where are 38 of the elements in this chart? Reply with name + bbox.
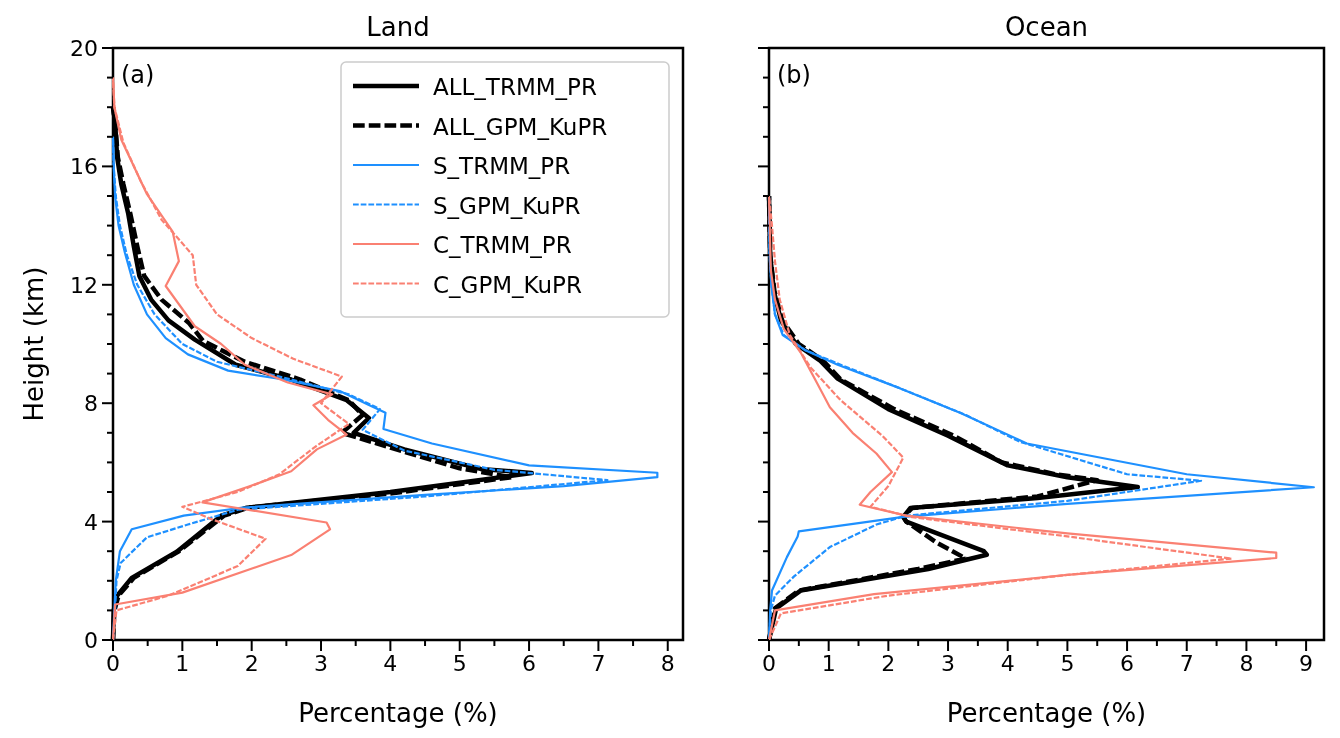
x-tick-label: 5 — [1060, 651, 1075, 676]
x-axis-title: Percentage (%) — [946, 698, 1147, 728]
y-tick-label: 0 — [84, 628, 98, 653]
x-tick-label: 3 — [314, 651, 329, 676]
x-tick-label: 7 — [1179, 651, 1194, 676]
x-tick-label: 4 — [383, 651, 398, 676]
x-axis-title: Percentage (%) — [298, 698, 498, 728]
x-tick-label: 2 — [881, 651, 896, 676]
x-tick-label: 4 — [1000, 651, 1015, 676]
x-tick-label: 0 — [762, 651, 776, 676]
annotation: (b) — [777, 61, 811, 89]
x-tick-label: 0 — [106, 651, 120, 676]
annotation: (a) — [121, 61, 155, 89]
legend-label: C_GPM_KuPR — [433, 271, 582, 298]
chart-title: Land — [366, 12, 430, 42]
x-tick-label: 9 — [1299, 651, 1314, 676]
y-tick-label: 16 — [70, 154, 98, 180]
x-tick-label: 8 — [660, 651, 675, 676]
y-tick-label: 8 — [84, 391, 98, 417]
y-tick-label: 12 — [70, 272, 98, 298]
legend-label: ALL_TRMM_PR — [433, 74, 597, 100]
x-tick-label: 7 — [591, 651, 606, 676]
legend-label: S_TRMM_PR — [433, 153, 571, 179]
x-tick-label: 1 — [821, 651, 836, 676]
x-tick-label: 3 — [941, 651, 956, 676]
x-tick-label: 2 — [244, 651, 259, 676]
chart-title: Ocean — [1004, 12, 1089, 42]
x-tick-label: 6 — [522, 651, 537, 676]
y-axis-title: Height (km) — [19, 266, 49, 422]
legend-label: S_GPM_KuPR — [433, 192, 581, 219]
x-tick-label: 1 — [175, 651, 190, 676]
x-tick-label: 5 — [452, 651, 467, 676]
x-tick-label: 6 — [1120, 651, 1135, 676]
y-tick-label: 20 — [70, 36, 98, 61]
legend-label: C_TRMM_PR — [433, 232, 572, 258]
x-tick-label: 8 — [1239, 651, 1254, 676]
legend-label: ALL_GPM_KuPR — [433, 113, 608, 140]
y-tick-label: 4 — [84, 509, 98, 535]
